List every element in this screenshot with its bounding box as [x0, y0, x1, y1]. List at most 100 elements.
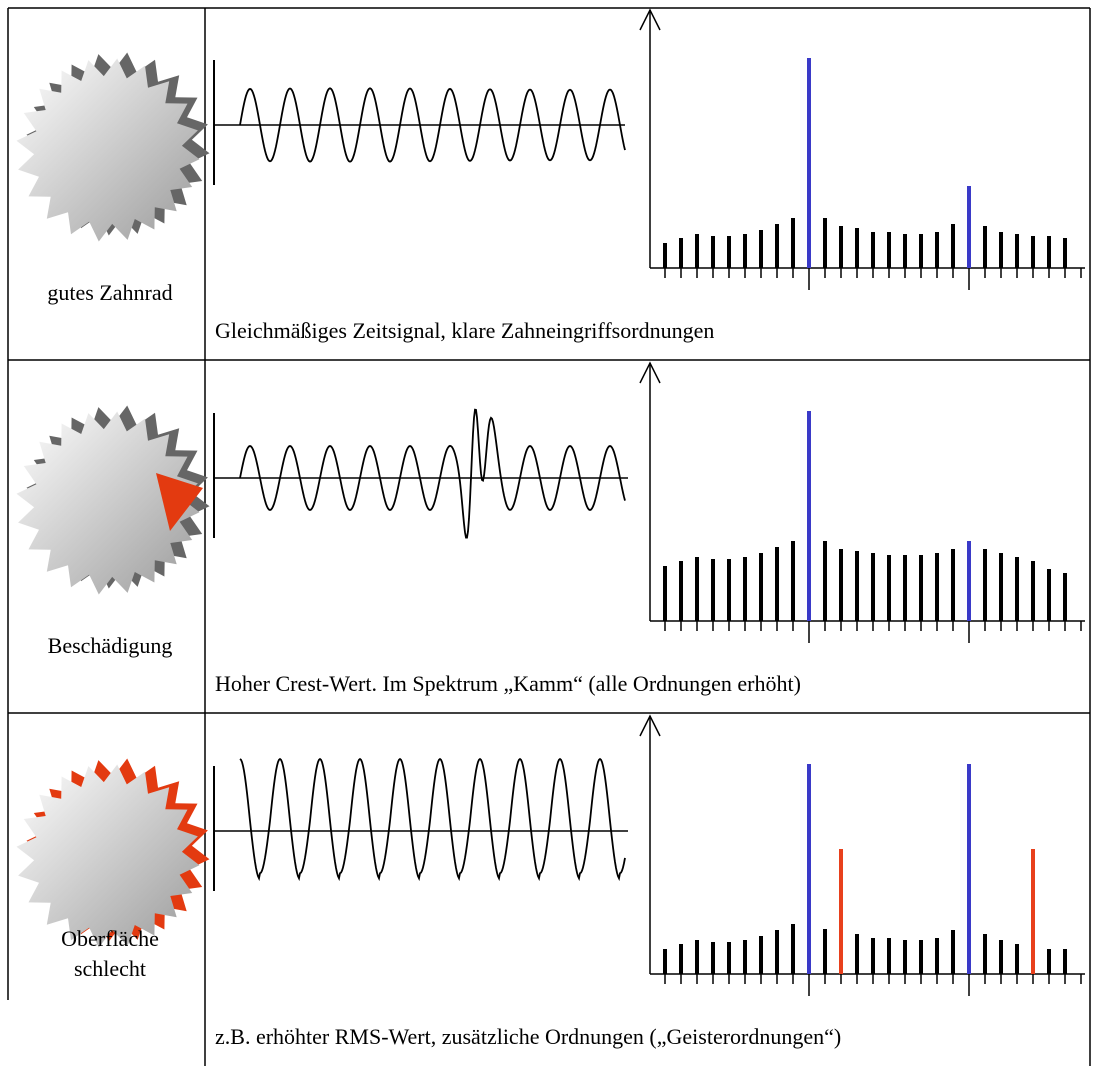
spectrum-bar [839, 226, 843, 268]
row: Beschädigung Hoher Crest-Wert. Im Spektru… [16, 361, 1085, 696]
spectrum-bar [903, 234, 907, 268]
caption: Hoher Crest-Wert. Im Spektrum „Kamm“ (al… [215, 671, 801, 696]
gear-label: Beschädigung [48, 633, 173, 658]
gear-label: Oberfläche [61, 926, 159, 951]
spectrum-arrow [639, 8, 661, 31]
spectrum-bar [1063, 949, 1067, 974]
spectrum-bar [823, 929, 827, 974]
spectrum-bar [967, 764, 971, 974]
spectrum-bar [679, 238, 683, 268]
row: Oberfläche schlecht z.B. erhöhter RMS-Wert… [16, 714, 1085, 1049]
gear-label: schlecht [74, 956, 146, 981]
spectrum-bar [807, 764, 811, 974]
spectrum-bar [871, 938, 875, 974]
spectrum-bar [1063, 238, 1067, 268]
spectrum-bar [855, 934, 859, 974]
spectrum-bar [759, 230, 763, 268]
spectrum-bar [823, 541, 827, 621]
gear [16, 58, 200, 242]
spectrum-bar [951, 549, 955, 621]
spectrum-bar [1015, 234, 1019, 268]
spectrum-bar [1031, 849, 1035, 974]
spectrum-bar [775, 224, 779, 268]
spectrum-bar [1031, 561, 1035, 621]
spectrum-bar [967, 541, 971, 621]
spectrum-bar [903, 940, 907, 974]
spectrum-bar [839, 849, 843, 974]
spectrum-bar [1047, 569, 1051, 621]
spectrum-bar [1063, 573, 1067, 621]
spectrum-bar [1031, 236, 1035, 268]
spectrum-bar [855, 228, 859, 268]
spectrum-bar [711, 942, 715, 974]
spectrum-bar [791, 541, 795, 621]
spectrum-bar [743, 557, 747, 621]
table-grid [7, 7, 1091, 1066]
gear-label: gutes Zahnrad [47, 280, 172, 305]
row: gutes Zahnrad Gleichmäßiges Zeitsignal, k… [16, 8, 1085, 343]
spectrum-bar [999, 232, 1003, 268]
spectrum-bar [887, 555, 891, 621]
gear [16, 411, 200, 595]
spectrum-bar [951, 224, 955, 268]
time-signal [239, 87, 626, 163]
spectrum-bar [791, 218, 795, 268]
spectrum-bar [919, 555, 923, 621]
gear [16, 764, 200, 948]
spectrum-arrow [639, 361, 661, 384]
spectrum-bar [775, 930, 779, 974]
spectrum-bar [983, 226, 987, 268]
spectrum-bar [759, 936, 763, 974]
spectrum-bar [663, 566, 667, 621]
spectrum-bar [807, 411, 811, 621]
spectrum-bar [839, 549, 843, 621]
spectrum-bar [999, 940, 1003, 974]
spectrum-bar [823, 218, 827, 268]
spectrum-bar [983, 549, 987, 621]
spectrum-bar [711, 236, 715, 268]
spectrum-bar [887, 938, 891, 974]
spectrum-bar [887, 232, 891, 268]
spectrum-bar [935, 232, 939, 268]
caption: Gleichmäßiges Zeitsignal, klare Zahneing… [215, 318, 714, 343]
spectrum-bar [855, 551, 859, 621]
spectrum-bar [1015, 944, 1019, 974]
spectrum-bar [695, 940, 699, 974]
spectrum-bar [743, 940, 747, 974]
spectrum-bar [679, 944, 683, 974]
spectrum-bar [1047, 236, 1051, 268]
spectrum-bar [999, 553, 1003, 621]
spectrum-bar [919, 940, 923, 974]
spectrum-bar [1047, 949, 1051, 974]
spectrum-bar [711, 559, 715, 621]
spectrum-bar [1015, 557, 1019, 621]
gear-damage [156, 473, 203, 531]
spectrum-arrow [639, 714, 661, 737]
spectrum-bar [871, 553, 875, 621]
spectrum-bar [919, 234, 923, 268]
spectrum-bar [935, 938, 939, 974]
spectrum-bar [871, 232, 875, 268]
spectrum-bar [695, 234, 699, 268]
spectrum-bar [743, 234, 747, 268]
spectrum-bar [775, 547, 779, 621]
spectrum-bar [759, 553, 763, 621]
spectrum-bar [791, 924, 795, 974]
time-signal [239, 408, 626, 539]
spectrum-bar [663, 949, 667, 974]
spectrum-bar [679, 561, 683, 621]
spectrum-bar [727, 942, 731, 974]
spectrum-bar [727, 236, 731, 268]
spectrum-bar [727, 559, 731, 621]
spectrum-bar [935, 553, 939, 621]
spectrum-bar [967, 186, 971, 268]
spectrum-bar [983, 934, 987, 974]
spectrum-bar [951, 930, 955, 974]
spectrum-bar [807, 58, 811, 268]
time-signal [239, 757, 626, 882]
spectrum-bar [695, 557, 699, 621]
spectrum-bar [663, 243, 667, 268]
spectrum-bar [903, 555, 907, 621]
caption: z.B. erhöhter RMS-Wert, zusätzliche Ordn… [215, 1024, 841, 1049]
